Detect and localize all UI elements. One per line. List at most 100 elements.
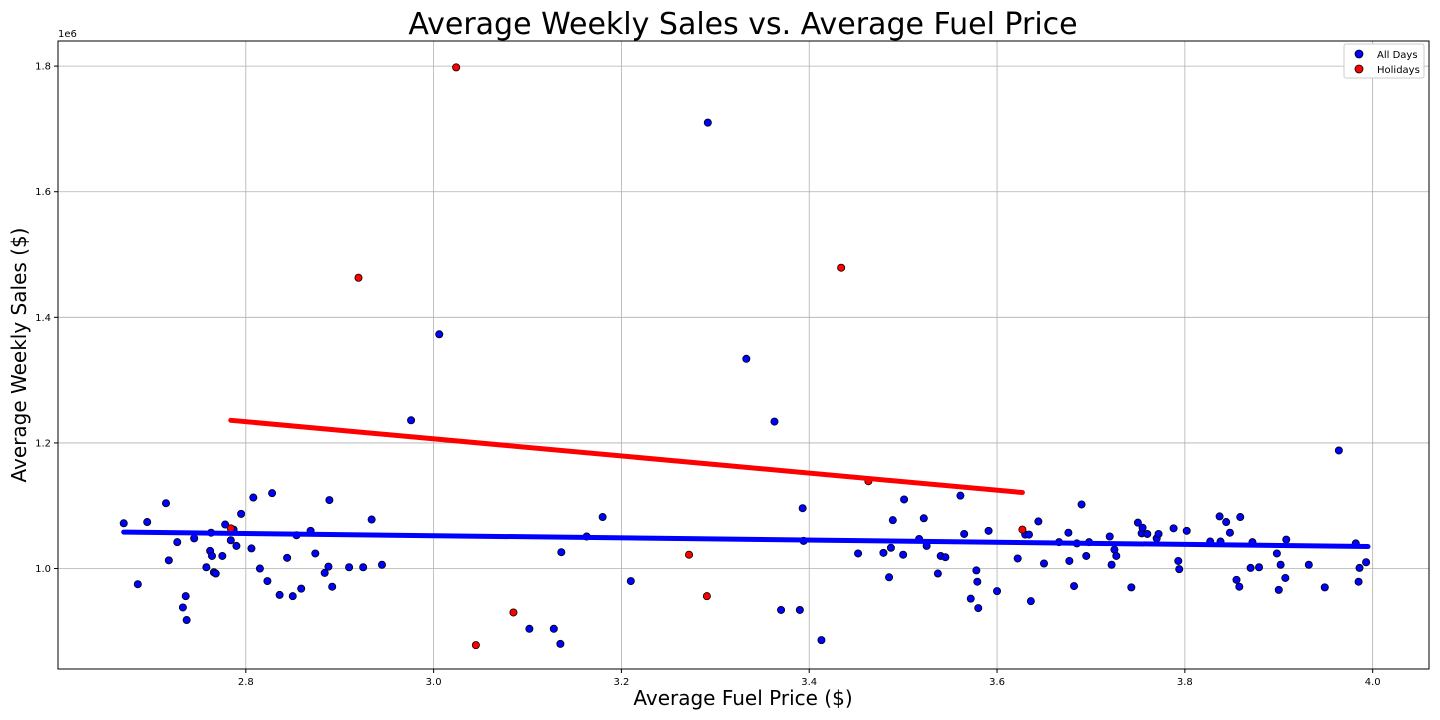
point-all-days (1355, 563, 1364, 572)
x-tick-label: 4.0 (1365, 677, 1381, 688)
point-all-days (795, 605, 804, 614)
point-holidays (471, 641, 480, 650)
point-all-days (556, 639, 565, 648)
point-all-days (268, 489, 277, 498)
point-all-days (1272, 549, 1281, 558)
y-tick-label: 1.8 (35, 62, 51, 73)
legend-marker-holidays (1354, 64, 1364, 74)
point-all-days (1077, 500, 1086, 509)
point-all-days (263, 577, 272, 586)
point-all-days (1169, 524, 1178, 533)
point-all-days (886, 543, 895, 552)
point-all-days (919, 514, 928, 523)
point-all-days (190, 534, 199, 543)
point-all-days (972, 566, 981, 575)
y-offset-label: 1e6 (58, 29, 77, 40)
point-all-days (1127, 583, 1136, 592)
y-tick-label: 1.4 (35, 313, 51, 324)
point-all-days (1154, 529, 1163, 538)
point-all-days (770, 417, 779, 426)
y-tick-label: 1.0 (35, 564, 51, 575)
legend-label-holidays: Holidays (1377, 65, 1420, 76)
point-all-days (283, 553, 292, 562)
point-all-days (1026, 597, 1035, 606)
point-all-days (173, 538, 182, 547)
legend-label-all-days: All Days (1377, 50, 1418, 61)
point-all-days (900, 495, 909, 504)
point-holidays (509, 608, 518, 617)
trend-line-holidays (228, 417, 1025, 496)
point-all-days (359, 563, 368, 572)
point-all-days (933, 569, 942, 578)
point-all-days (1304, 560, 1313, 569)
point-all-days (232, 541, 241, 550)
point-all-days (182, 616, 191, 625)
point-all-days (255, 564, 264, 573)
point-all-days (1133, 518, 1142, 527)
point-all-days (885, 573, 894, 582)
point-all-days (211, 569, 220, 578)
point-all-days (899, 550, 908, 559)
point-all-days (1276, 560, 1285, 569)
point-all-days (798, 504, 807, 513)
point-all-days (1255, 563, 1264, 572)
point-all-days (218, 551, 227, 560)
point-all-days (1065, 556, 1074, 565)
point-all-days (1225, 528, 1234, 537)
plot-frame (57, 40, 1430, 670)
point-all-days (1281, 573, 1290, 582)
point-all-days (598, 513, 607, 522)
point-all-days (178, 603, 187, 612)
point-all-days (221, 520, 230, 529)
x-tick-label: 3.4 (801, 677, 817, 688)
point-all-days (1138, 523, 1147, 532)
point-all-days (164, 556, 173, 565)
point-all-days (161, 499, 170, 508)
point-all-days (1064, 528, 1073, 537)
point-holidays (837, 263, 846, 272)
point-all-days (377, 560, 386, 569)
point-all-days (1235, 582, 1244, 591)
point-holidays (1018, 525, 1027, 534)
point-all-days (1334, 446, 1343, 455)
point-all-days (1143, 529, 1152, 538)
point-all-days (777, 605, 786, 614)
point-all-days (742, 354, 751, 363)
point-all-days (1215, 512, 1224, 521)
point-all-days (1107, 560, 1116, 569)
point-all-days (817, 636, 826, 645)
point-all-days (973, 577, 982, 586)
trend-line-all-days (121, 529, 1371, 550)
point-all-days (435, 330, 444, 339)
y-axis-label: Average Weekly Sales ($) (7, 228, 31, 483)
y-tick-label: 1.6 (35, 187, 51, 198)
legend: All Days Holidays (1343, 43, 1425, 79)
point-all-days (960, 529, 969, 538)
point-all-days (1232, 575, 1241, 584)
point-all-days (226, 536, 235, 545)
x-tick-label: 3.6 (989, 677, 1005, 688)
point-all-days (208, 551, 217, 560)
point-holidays (354, 273, 363, 282)
point-all-days (703, 118, 712, 127)
x-tick-label: 3.0 (426, 677, 442, 688)
point-all-days (407, 416, 416, 425)
point-all-days (1282, 535, 1291, 544)
point-all-days (626, 577, 635, 586)
point-all-days (297, 584, 306, 593)
trend-lines (121, 417, 1371, 550)
point-holidays (452, 63, 461, 72)
point-all-days (1222, 518, 1231, 527)
chart-title: Average Weekly Sales vs. Average Fuel Pr… (408, 7, 1077, 42)
y-tick-label: 1.2 (35, 438, 51, 449)
point-all-days (1013, 554, 1022, 563)
x-tick-label: 3.2 (613, 677, 629, 688)
point-all-days (1082, 551, 1091, 560)
point-all-days (325, 496, 334, 505)
point-all-days (1246, 563, 1255, 572)
point-all-days (288, 592, 297, 601)
point-all-days (974, 604, 983, 613)
point-all-days (247, 544, 256, 553)
point-all-days (525, 624, 534, 633)
point-all-days (1274, 585, 1283, 594)
